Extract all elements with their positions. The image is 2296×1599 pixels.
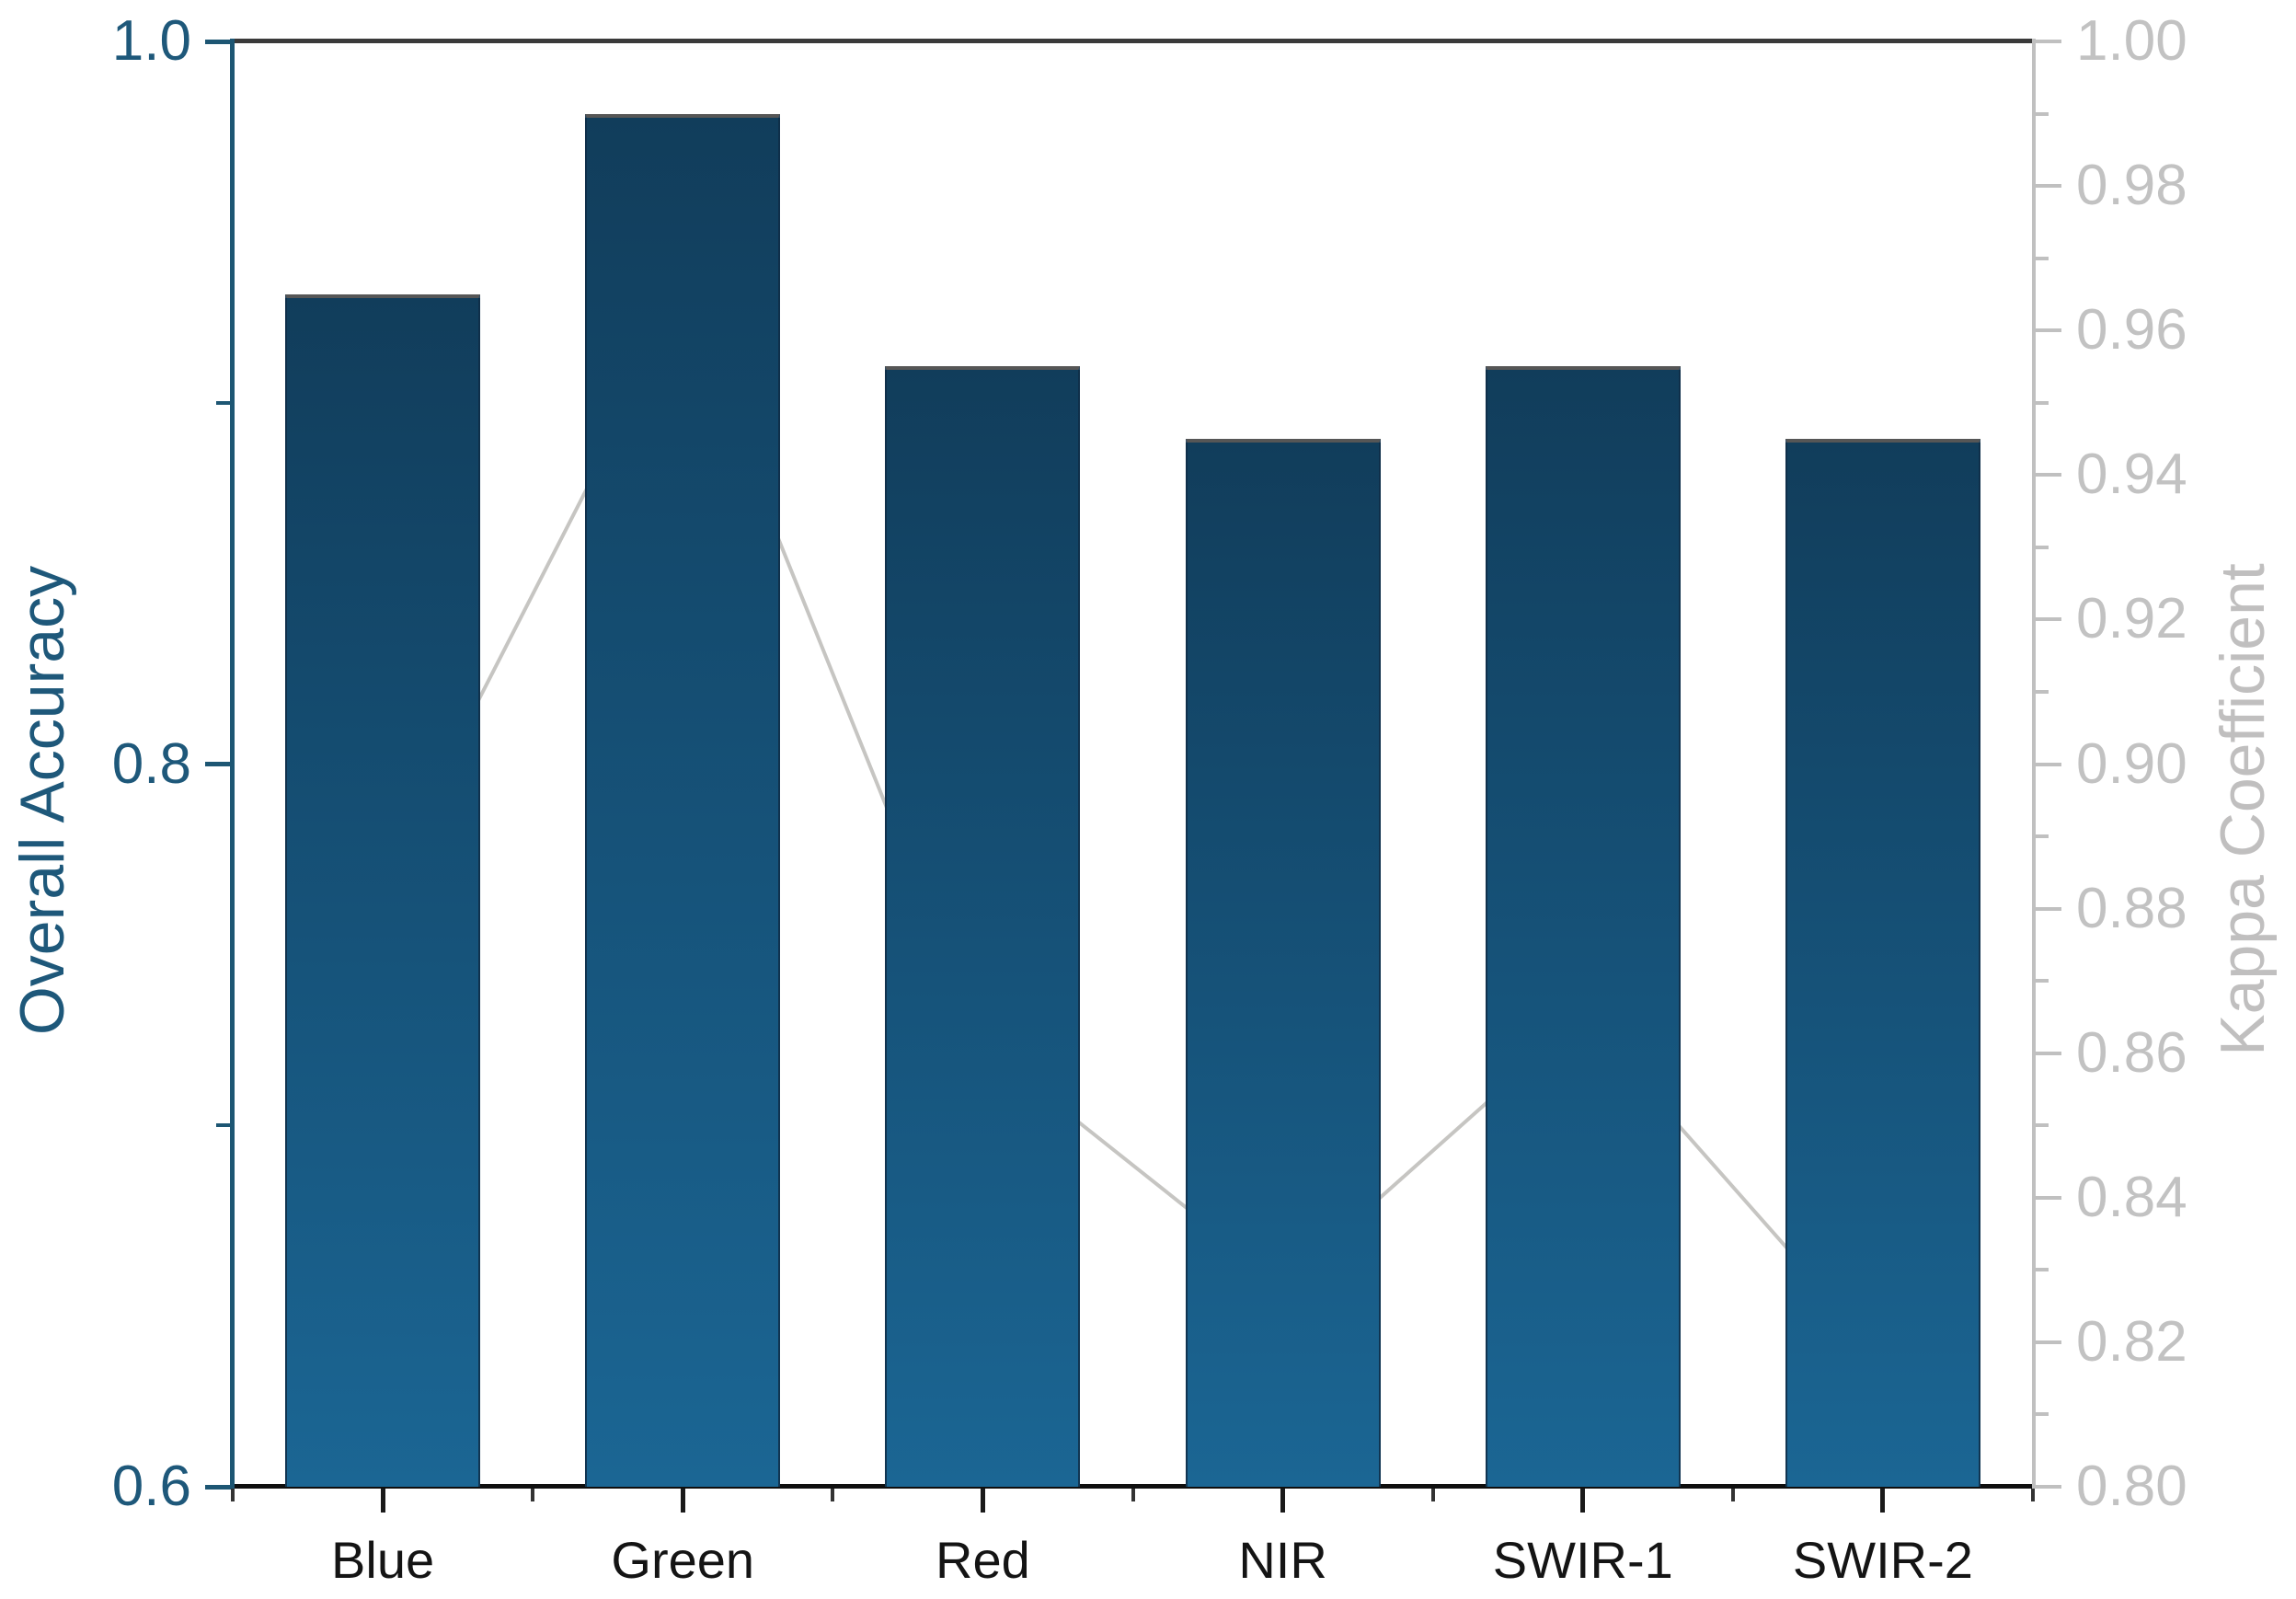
bar-swir-2 (1785, 439, 1980, 1487)
left-tick-label: 0.6 (111, 1455, 191, 1518)
right-tick-label: 0.92 (2076, 587, 2187, 651)
right-minor-tick (2036, 256, 2049, 260)
right-tick-label: 0.88 (2076, 876, 2187, 940)
left-axis-title: Overall Accuracy (7, 565, 77, 1036)
bar-green (585, 113, 781, 1487)
x-tick-label-nir: NIR (1238, 1531, 1327, 1589)
kappa-line-layer (365, 283, 1900, 1375)
right-tick-label: 0.84 (2076, 1165, 2187, 1229)
x-tick-label-swir-1: SWIR-1 (1492, 1531, 1673, 1589)
right-major-tick (2036, 1195, 2061, 1200)
right-minor-tick (2036, 1123, 2049, 1128)
x-minor-tick (831, 1489, 835, 1501)
bar-nir (1185, 439, 1381, 1487)
top-spine (230, 39, 2036, 43)
x-minor-tick (1430, 1489, 1435, 1501)
x-major-tick (980, 1489, 985, 1513)
right-tick-label: 0.82 (2076, 1309, 2187, 1374)
x-major-tick (1880, 1489, 1886, 1513)
right-minor-tick (2036, 400, 2049, 405)
x-tick-label-swir-2: SWIR-2 (1792, 1531, 1973, 1589)
right-tick-label: 0.90 (2076, 731, 2187, 796)
right-minor-tick (2036, 1412, 2049, 1417)
x-tick-label-green: Green (611, 1531, 755, 1589)
right-tick-label: 0.94 (2076, 443, 2187, 507)
left-minor-tick (216, 400, 233, 405)
right-major-tick (2036, 617, 2061, 622)
right-minor-tick (2036, 979, 2049, 984)
right-major-tick (2036, 906, 2061, 911)
bar-swir-1 (1485, 366, 1681, 1487)
right-major-tick (2036, 762, 2061, 766)
left-major-tick (205, 39, 233, 44)
right-minor-tick (2036, 689, 2049, 694)
right-spine (2032, 39, 2036, 1489)
x-minor-tick (231, 1489, 235, 1501)
bottom-spine (230, 1484, 2036, 1489)
right-minor-tick (2036, 1268, 2049, 1272)
right-major-tick (2036, 1485, 2061, 1489)
left-major-tick (205, 762, 233, 766)
right-tick-label: 1.00 (2076, 9, 2187, 73)
right-minor-tick (2036, 834, 2049, 839)
right-tick-label: 0.86 (2076, 1020, 2187, 1085)
left-tick-label: 0.8 (111, 731, 191, 796)
right-major-tick (2036, 40, 2061, 43)
x-minor-tick (531, 1489, 535, 1501)
bar-blue (285, 293, 481, 1487)
left-minor-tick (216, 1123, 233, 1128)
x-major-tick (1580, 1489, 1586, 1513)
right-major-tick (2036, 1051, 2061, 1055)
x-major-tick (380, 1489, 385, 1513)
right-tick-label: 0.98 (2076, 154, 2187, 218)
right-minor-tick (2036, 545, 2049, 549)
right-major-tick (2036, 473, 2061, 477)
right-tick-label: 0.80 (2076, 1455, 2187, 1518)
right-major-tick (2036, 1340, 2061, 1344)
right-minor-tick (2036, 111, 2049, 116)
x-major-tick (680, 1489, 685, 1513)
left-tick-label: 1.0 (111, 9, 191, 73)
right-major-tick (2036, 328, 2061, 333)
x-minor-tick (1131, 1489, 1135, 1501)
x-minor-tick (2031, 1489, 2035, 1501)
x-tick-label-blue: Blue (331, 1531, 435, 1589)
left-major-tick (205, 1484, 233, 1490)
right-tick-label: 0.96 (2076, 298, 2187, 362)
x-major-tick (1280, 1489, 1286, 1513)
bar-red (885, 366, 1081, 1487)
right-major-tick (2036, 184, 2061, 189)
x-tick-label-red: Red (936, 1531, 1030, 1589)
x-minor-tick (1730, 1489, 1735, 1501)
